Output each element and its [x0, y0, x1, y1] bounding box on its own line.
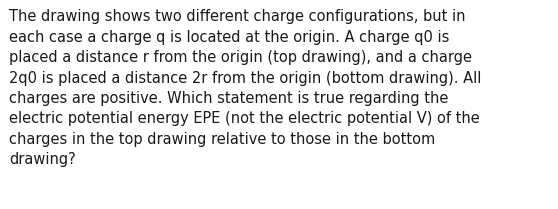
Text: The drawing shows two different charge configurations, but in
each case a charge: The drawing shows two different charge c…	[9, 9, 482, 167]
